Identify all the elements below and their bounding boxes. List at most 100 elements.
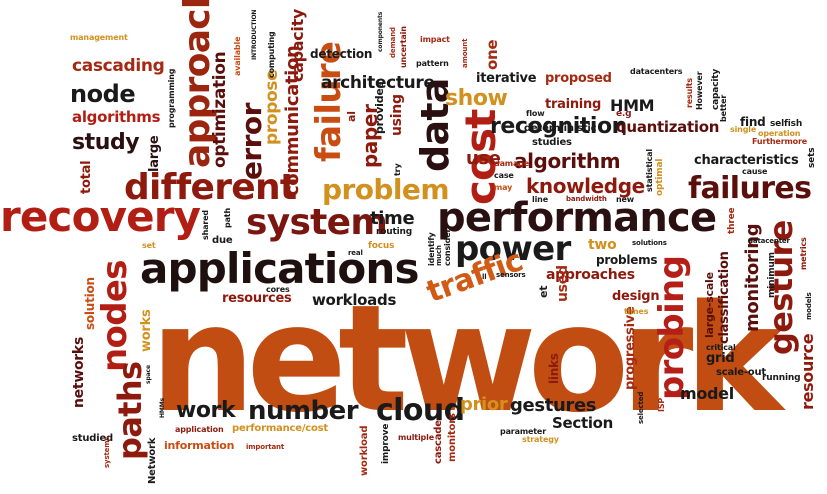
word: training bbox=[545, 97, 602, 112]
word: operation bbox=[758, 129, 801, 138]
word: solution bbox=[83, 277, 97, 330]
word: large bbox=[147, 135, 162, 172]
word: models bbox=[805, 292, 813, 320]
word: sensors bbox=[496, 271, 526, 279]
word: recognition bbox=[490, 114, 627, 139]
word: total bbox=[79, 160, 94, 194]
word: Furthermore bbox=[752, 137, 808, 146]
word: available bbox=[233, 36, 242, 76]
word: recovery bbox=[0, 192, 201, 241]
word: system bbox=[246, 202, 388, 243]
word: shared bbox=[201, 210, 210, 240]
word: solutions bbox=[632, 239, 667, 247]
word: capacity bbox=[711, 68, 721, 110]
word: deterministic bbox=[524, 123, 597, 134]
word: routing bbox=[376, 227, 413, 237]
word: monitors bbox=[447, 413, 458, 462]
word: running bbox=[762, 373, 801, 383]
word: may bbox=[494, 183, 513, 192]
word: HMM bbox=[610, 96, 655, 115]
word: information bbox=[164, 439, 235, 452]
word: times bbox=[624, 307, 649, 316]
word: Section bbox=[552, 414, 614, 432]
word: quantization bbox=[616, 118, 720, 136]
word: path bbox=[223, 207, 232, 228]
word: single bbox=[730, 125, 757, 134]
word: studies bbox=[532, 137, 572, 148]
word: programming bbox=[167, 68, 176, 128]
word: application bbox=[175, 425, 224, 434]
word: e.g bbox=[616, 109, 632, 119]
word: INTRODUCTION bbox=[251, 9, 258, 60]
word: et bbox=[537, 285, 550, 298]
word: optimal bbox=[655, 158, 665, 196]
word: study bbox=[72, 130, 140, 155]
word: performance/cost bbox=[232, 423, 329, 434]
word: amount bbox=[461, 38, 469, 68]
word: find bbox=[740, 115, 766, 129]
word: consider bbox=[443, 228, 452, 266]
word: two bbox=[588, 237, 617, 253]
word: Network bbox=[147, 437, 158, 484]
word: problems bbox=[596, 253, 658, 267]
word: HMMs bbox=[159, 397, 166, 418]
word: architecture bbox=[321, 73, 435, 93]
word: grid bbox=[706, 351, 735, 366]
word: show bbox=[445, 86, 508, 111]
word: progressive bbox=[623, 306, 638, 390]
word: improve bbox=[381, 423, 391, 464]
word: set bbox=[142, 241, 156, 250]
word: cause bbox=[742, 167, 768, 176]
word: model bbox=[680, 384, 734, 403]
word: resource bbox=[798, 333, 817, 410]
word: work bbox=[176, 398, 236, 423]
word: problem bbox=[322, 173, 450, 206]
word: prior bbox=[460, 394, 508, 415]
word: characteristics bbox=[694, 153, 799, 168]
word: links bbox=[547, 353, 561, 384]
word: workloads bbox=[312, 291, 397, 309]
word: sets bbox=[807, 147, 817, 168]
word: case bbox=[494, 171, 514, 180]
word: power bbox=[455, 229, 571, 269]
word: metrics bbox=[799, 237, 808, 270]
word: management bbox=[70, 33, 128, 42]
word: important bbox=[246, 443, 285, 451]
word: cloud bbox=[376, 393, 465, 428]
word: parameter bbox=[500, 427, 546, 436]
word: optimization bbox=[210, 51, 230, 168]
word: ISP bbox=[657, 397, 666, 412]
word: probing bbox=[652, 255, 692, 400]
word: much bbox=[435, 245, 443, 266]
word: time bbox=[370, 208, 415, 229]
word: line bbox=[532, 195, 548, 204]
word: space bbox=[145, 365, 152, 384]
word: computing bbox=[267, 31, 276, 78]
word: try bbox=[393, 163, 402, 176]
word: use bbox=[466, 148, 501, 169]
word: one bbox=[483, 39, 501, 70]
word: ll bbox=[482, 273, 487, 281]
word: cascade bbox=[433, 420, 444, 464]
word: new bbox=[616, 195, 635, 204]
word: works bbox=[139, 309, 154, 352]
word: used bbox=[555, 265, 571, 302]
word: nodes bbox=[95, 260, 135, 372]
word: cascading bbox=[72, 56, 165, 76]
word: different bbox=[124, 167, 297, 208]
word: due bbox=[212, 235, 233, 246]
word: better bbox=[719, 94, 728, 122]
word: pattern bbox=[416, 59, 449, 68]
word: workload bbox=[359, 425, 370, 476]
word: proposed bbox=[545, 71, 612, 86]
word: algorithms bbox=[72, 108, 161, 126]
word: paths bbox=[111, 361, 149, 460]
word: bandwidth bbox=[566, 195, 607, 203]
word: uncertain bbox=[399, 26, 408, 68]
word: studied bbox=[72, 433, 113, 444]
word: However bbox=[695, 71, 704, 110]
word: node bbox=[70, 80, 136, 108]
word: approaches bbox=[546, 267, 635, 283]
word: damage bbox=[494, 159, 530, 168]
